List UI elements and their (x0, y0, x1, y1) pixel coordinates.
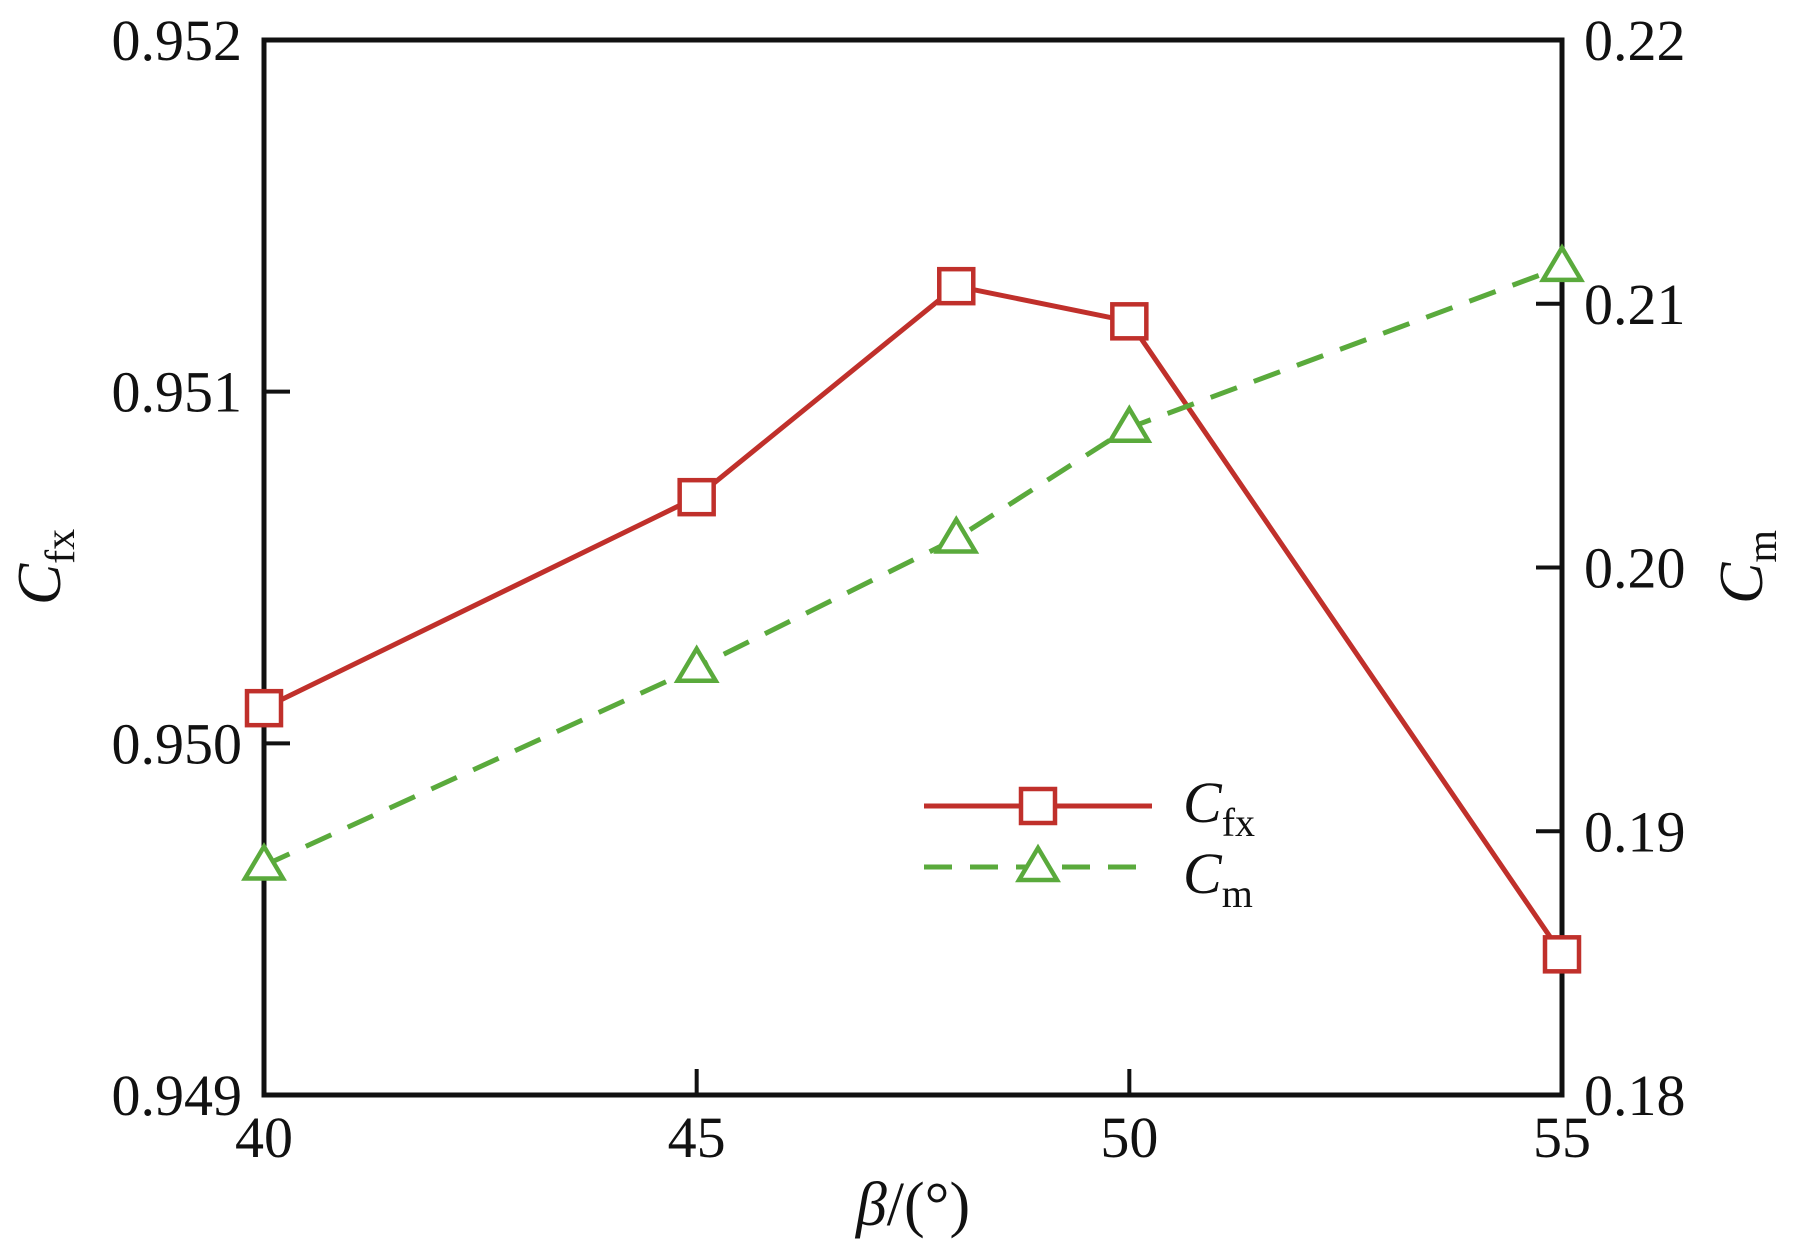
x-tick-label: 45 (668, 1105, 726, 1170)
data-point-triangle (1539, 243, 1585, 283)
x-axis-title: β/(°) (855, 1171, 970, 1239)
right-y-tick-label: 0.19 (1584, 799, 1686, 864)
left-y-tick-label: 0.951 (112, 360, 243, 425)
right-y-tick-label: 0.22 (1584, 8, 1686, 73)
series-line-1 (262, 264, 1563, 868)
legend-label-cm: Cm (1183, 841, 1253, 916)
legend-marker-cm (1015, 843, 1061, 883)
plot-frame (261, 37, 1565, 1098)
data-point-square (1542, 935, 1582, 974)
data-point-square (244, 688, 284, 728)
left-y-axis-title: Cfx (6, 529, 84, 605)
data-point-triangle (673, 644, 720, 683)
x-tick-label: 55 (1533, 1105, 1591, 1170)
right-y-axis: 0.18 0.19 0.20 0.21 0.22 (1536, 8, 1686, 1128)
series-line-0 (262, 283, 1565, 956)
left-y-axis: 0.949 0.950 0.951 0.952 (112, 8, 290, 1128)
right-y-tick-label: 0.21 (1584, 272, 1686, 337)
right-y-axis-title: Cm (1708, 530, 1786, 604)
x-tick-label: 40 (235, 1105, 293, 1170)
left-y-tick-label: 0.950 (112, 711, 243, 776)
data-point-square (1110, 302, 1149, 341)
legend-label-cfx: Cfx (1183, 770, 1255, 845)
legend: Cfx Cm (924, 770, 1255, 916)
x-axis: 40 45 50 55 (235, 1069, 1591, 1170)
series-layer (241, 243, 1585, 974)
data-point-square (937, 266, 976, 306)
data-point-square (677, 477, 716, 517)
data-point-triangle (933, 515, 980, 554)
left-y-tick-label: 0.952 (112, 8, 243, 73)
data-point-triangle (241, 842, 287, 881)
legend-marker-cfx (1018, 786, 1058, 826)
x-tick-label: 50 (1100, 1105, 1158, 1170)
left-y-tick-label: 0.949 (112, 1063, 243, 1128)
right-y-tick-label: 0.18 (1584, 1063, 1686, 1128)
data-point-triangle (1106, 404, 1153, 443)
right-y-tick-label: 0.20 (1584, 536, 1686, 601)
